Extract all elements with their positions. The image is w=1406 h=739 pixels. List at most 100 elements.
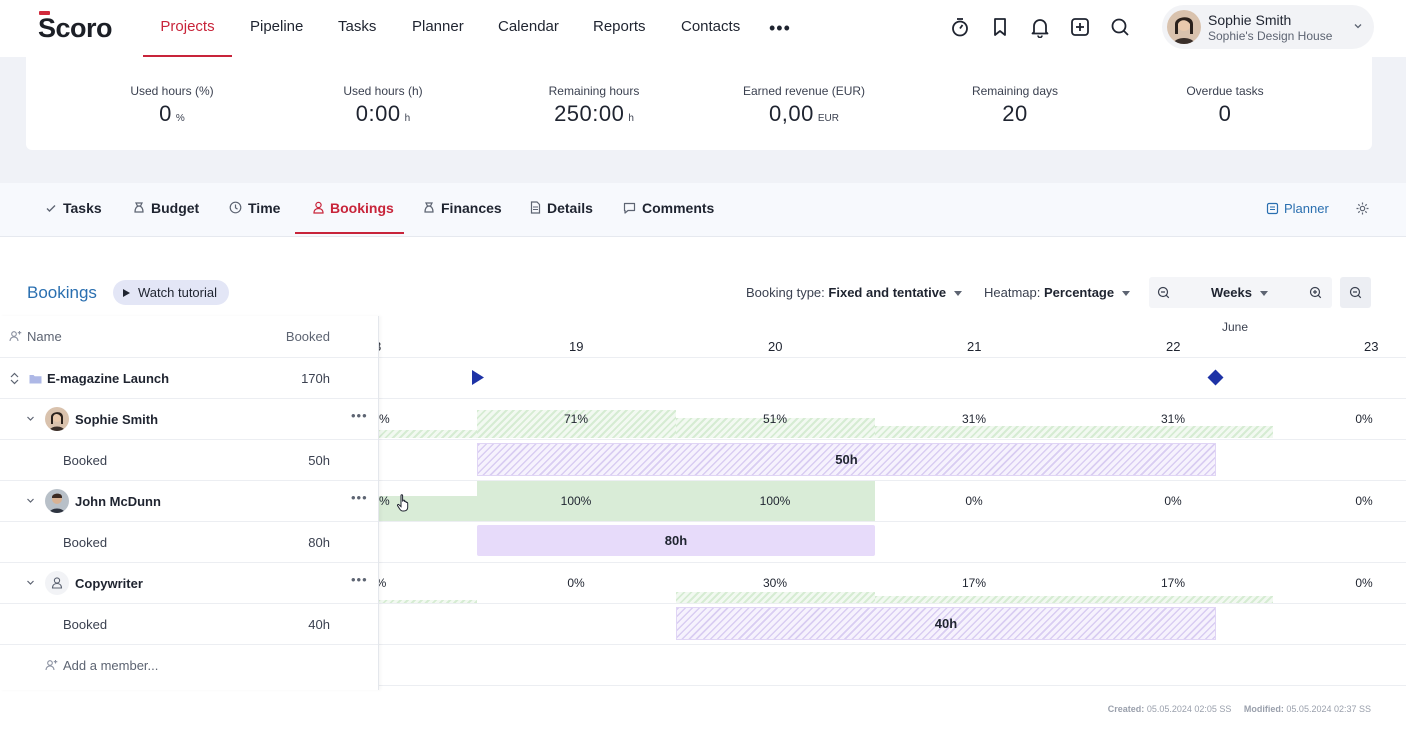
booking-bar[interactable]: 80h bbox=[477, 525, 875, 556]
nav-contacts[interactable]: Contacts bbox=[681, 18, 741, 35]
booking-type-filter[interactable]: Booking type: Fixed and tentative bbox=[746, 277, 963, 308]
chevron-down-icon[interactable] bbox=[25, 495, 36, 506]
booked-hours: 80h bbox=[308, 535, 330, 550]
heatmap-cell bbox=[378, 496, 477, 521]
watch-tutorial-button[interactable]: Watch tutorial bbox=[113, 280, 229, 305]
zoom-fit-button[interactable] bbox=[1340, 277, 1371, 308]
project-start-marker-icon[interactable] bbox=[471, 369, 485, 386]
heatmap-percentage: 31% bbox=[961, 412, 987, 426]
bookmark-icon[interactable] bbox=[989, 16, 1011, 38]
tab-bookings[interactable]: Bookings bbox=[295, 183, 404, 234]
tab-comments[interactable]: Comments bbox=[623, 183, 714, 234]
heatmap-cell bbox=[676, 592, 875, 603]
week-label: 23 bbox=[1364, 339, 1379, 354]
zoom-out-icon[interactable] bbox=[1157, 286, 1170, 299]
nav-tasks[interactable]: Tasks bbox=[338, 18, 377, 35]
planner-icon bbox=[1266, 202, 1279, 214]
heatmap-cell bbox=[378, 600, 477, 603]
booking-bar[interactable]: 40h bbox=[676, 607, 1216, 640]
heatmap-percentage: 17% bbox=[961, 576, 987, 590]
heatmap-percentage: 30% bbox=[762, 576, 788, 590]
week-label: 20 bbox=[768, 339, 783, 354]
booking-bar[interactable]: 50h bbox=[477, 443, 1216, 476]
member-row[interactable]: Sophie Smith ••• bbox=[0, 398, 378, 440]
heatmap-percentage: 0% bbox=[965, 494, 983, 508]
member-row[interactable]: John McDunn ••• bbox=[0, 480, 378, 522]
zoom-fit-icon bbox=[1349, 286, 1362, 299]
heatmap-percentage: 100% bbox=[560, 494, 592, 508]
tab-time[interactable]: Time bbox=[229, 183, 280, 234]
heatmap-percentage: 0% bbox=[1355, 494, 1373, 508]
booked-row: Booked 40h bbox=[0, 603, 378, 645]
nav-planner[interactable]: Planner bbox=[412, 18, 464, 35]
period-selector: Weeks bbox=[1149, 277, 1332, 308]
add-member-row[interactable]: Add a member... bbox=[0, 644, 378, 686]
more-menu-icon[interactable]: ••• bbox=[769, 18, 791, 38]
column-header-booked[interactable]: Booked bbox=[285, 329, 330, 344]
member-name: Sophie Smith bbox=[75, 412, 159, 427]
caret-down-icon bbox=[954, 291, 963, 297]
bookings-title: Bookings bbox=[27, 283, 97, 302]
heatmap-cell bbox=[875, 596, 1273, 603]
member-name: John McDunn bbox=[75, 494, 161, 509]
heatmap-percentage: 0% bbox=[567, 576, 585, 590]
heatmap-percentage: 0% bbox=[1164, 494, 1182, 508]
play-icon bbox=[123, 289, 130, 297]
add-person-icon bbox=[45, 660, 58, 671]
zoom-in-icon[interactable] bbox=[1309, 286, 1322, 299]
gear-icon[interactable] bbox=[1355, 201, 1370, 216]
row-menu-icon[interactable]: ••• bbox=[351, 490, 368, 505]
add-icon[interactable] bbox=[1069, 16, 1091, 38]
heatmap-percentage: 31% bbox=[1160, 412, 1186, 426]
heatmap-percentage: 17% bbox=[1160, 576, 1186, 590]
search-icon[interactable] bbox=[1109, 16, 1131, 38]
bookings-name-table: Name Booked E-magazine Launch 170h Sophi… bbox=[0, 316, 379, 690]
booked-label: Booked bbox=[63, 453, 108, 468]
member-name: Copywriter bbox=[75, 576, 143, 591]
planner-link[interactable]: Planner bbox=[1266, 183, 1329, 234]
expand-collapse-icon[interactable] bbox=[9, 372, 20, 385]
project-folder-icon bbox=[29, 375, 42, 384]
heatmap-filter[interactable]: Heatmap: Percentage bbox=[984, 277, 1131, 308]
project-row[interactable]: E-magazine Launch 170h bbox=[0, 357, 378, 399]
column-header-name[interactable]: Name bbox=[27, 329, 62, 344]
week-label: 8 bbox=[378, 339, 381, 354]
caret-down-icon bbox=[1122, 291, 1131, 297]
booked-row: Booked 80h bbox=[0, 521, 378, 563]
nav-projects[interactable]: Projects bbox=[143, 0, 232, 57]
heatmap-cell bbox=[477, 410, 676, 438]
project-name: E-magazine Launch bbox=[47, 371, 170, 386]
member-row[interactable]: Copywriter ••• bbox=[0, 562, 378, 604]
project-end-marker-icon[interactable] bbox=[1207, 369, 1224, 386]
record-metadata: Created: 05.05.2024 02:05 SS Modified: 0… bbox=[1107, 704, 1371, 714]
project-hours: 170h bbox=[301, 371, 330, 386]
chevron-down-icon[interactable] bbox=[25, 413, 36, 424]
user-name: Sophie Smith bbox=[1208, 12, 1292, 28]
scoro-logo[interactable]: Scoro bbox=[38, 13, 113, 43]
row-menu-icon[interactable]: ••• bbox=[351, 572, 368, 587]
chevron-down-icon bbox=[1354, 24, 1362, 29]
project-stats-card: Used hours (%) 0% Used hours (h) 0:00 h R… bbox=[26, 57, 1372, 150]
tab-details[interactable]: Details bbox=[530, 183, 593, 234]
heatmap-percentage: 0% bbox=[1355, 412, 1373, 426]
tab-tasks[interactable]: Tasks bbox=[45, 183, 102, 234]
nav-pipeline[interactable]: Pipeline bbox=[250, 18, 304, 35]
nav-reports[interactable]: Reports bbox=[593, 18, 646, 35]
add-member-link[interactable]: Add a member... bbox=[63, 658, 159, 673]
heatmap-percentage: 100% bbox=[759, 494, 791, 508]
top-navigation: Scoro Projects Pipeline Tasks Planner Ca… bbox=[0, 0, 1406, 58]
tab-budget[interactable]: Budget bbox=[133, 183, 199, 234]
heatmap-percentage: 71% bbox=[563, 412, 589, 426]
period-dropdown[interactable]: Weeks bbox=[1211, 277, 1268, 308]
hand-pointer-cursor-icon bbox=[396, 494, 409, 512]
member-avatar bbox=[45, 489, 69, 513]
comment-icon bbox=[623, 202, 636, 214]
row-menu-icon[interactable]: ••• bbox=[351, 408, 368, 423]
chevron-down-icon[interactable] bbox=[25, 577, 36, 588]
timer-icon[interactable] bbox=[949, 16, 971, 38]
user-profile-menu[interactable]: Sophie Smith Sophie's Design House bbox=[1162, 5, 1374, 49]
tab-finances[interactable]: Finances bbox=[423, 183, 502, 234]
bell-icon[interactable] bbox=[1029, 16, 1051, 38]
nav-calendar[interactable]: Calendar bbox=[498, 18, 559, 35]
heatmap-cell bbox=[676, 418, 875, 438]
